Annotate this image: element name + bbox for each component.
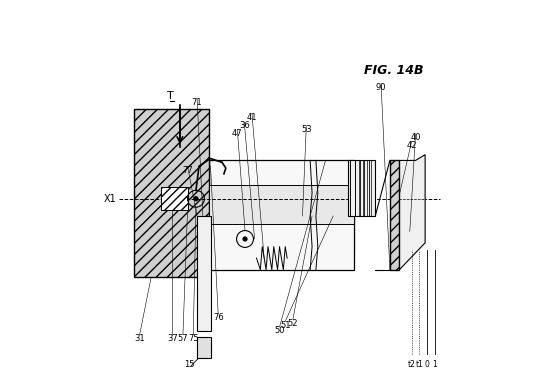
Text: 15: 15 xyxy=(184,361,195,369)
Text: 53: 53 xyxy=(301,125,311,134)
Text: t1: t1 xyxy=(415,360,423,369)
Bar xyxy=(209,185,354,223)
Text: 77: 77 xyxy=(182,166,193,174)
Text: t2: t2 xyxy=(408,360,416,369)
Text: FIG. 14B: FIG. 14B xyxy=(364,64,423,77)
Text: 0: 0 xyxy=(425,360,429,369)
Bar xyxy=(197,337,211,358)
Bar xyxy=(209,216,354,270)
Bar xyxy=(134,109,209,277)
Text: 40: 40 xyxy=(410,133,421,142)
Circle shape xyxy=(194,197,198,201)
Text: 42: 42 xyxy=(406,141,417,150)
Bar xyxy=(348,161,375,216)
Text: 76: 76 xyxy=(213,313,224,322)
Text: 1: 1 xyxy=(432,360,437,369)
Text: 50: 50 xyxy=(274,327,285,335)
Bar xyxy=(209,163,354,216)
Bar xyxy=(209,161,354,216)
Text: X1: X1 xyxy=(104,194,117,204)
Bar xyxy=(209,216,354,251)
Bar xyxy=(197,216,211,331)
Text: 71: 71 xyxy=(192,98,202,107)
Circle shape xyxy=(243,237,247,241)
Bar xyxy=(390,161,400,270)
Polygon shape xyxy=(400,155,425,270)
Text: 57: 57 xyxy=(178,334,188,343)
Text: 51: 51 xyxy=(280,321,291,330)
Text: 52: 52 xyxy=(288,319,298,328)
Text: T: T xyxy=(167,91,174,101)
Text: 90: 90 xyxy=(376,83,386,92)
Text: 36: 36 xyxy=(239,122,250,130)
Text: 31: 31 xyxy=(134,334,145,343)
Text: 41: 41 xyxy=(247,113,257,122)
Text: 47: 47 xyxy=(232,129,243,138)
Bar xyxy=(160,187,187,210)
Text: 37: 37 xyxy=(167,334,178,343)
Text: 75: 75 xyxy=(188,334,198,343)
